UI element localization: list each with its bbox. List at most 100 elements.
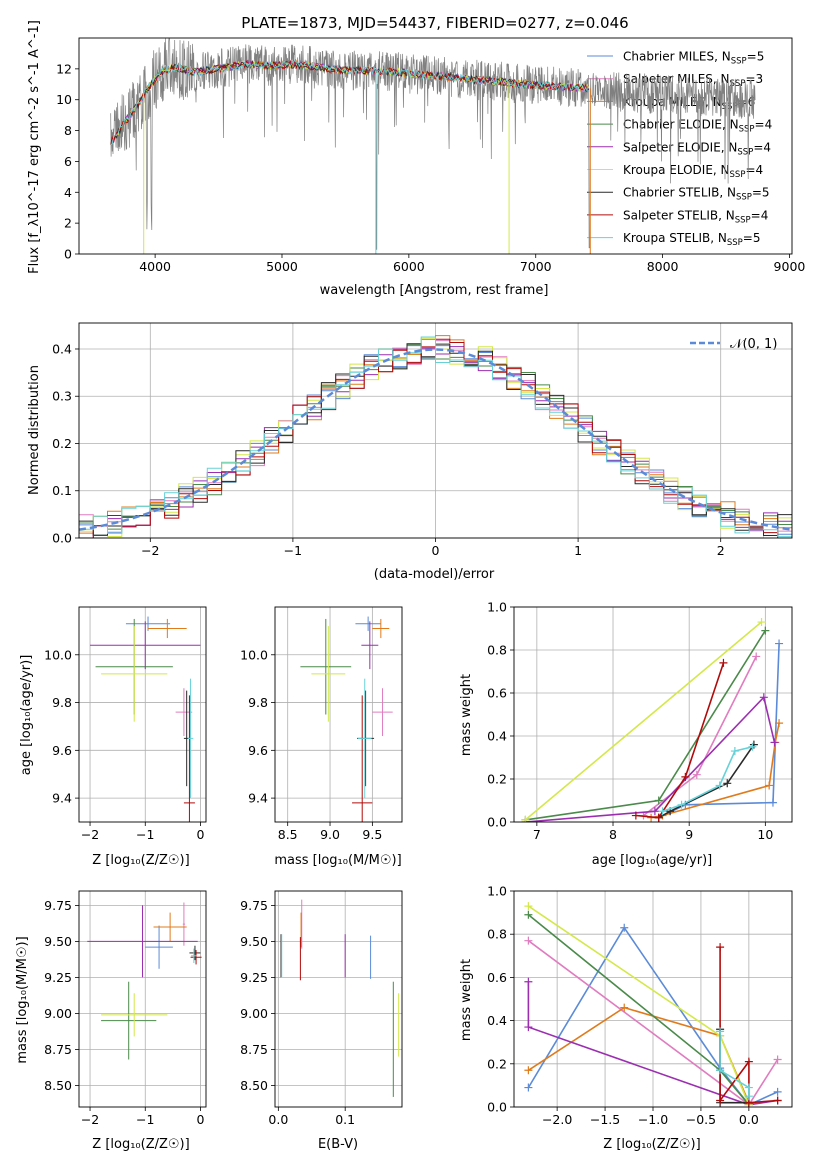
spectrum-legend-subscript: SSP xyxy=(737,147,753,157)
mwage-ylabel: mass weight xyxy=(459,674,474,756)
spectrum-xtick-label: 6000 xyxy=(393,259,425,274)
hist-legend-label: 𝒩(0, 1) xyxy=(730,337,777,352)
mass_vs_ebv-ytick-label: 8.75 xyxy=(240,1042,268,1057)
mass-weight-vs-age-panel: mass weight age [log₁₀(age/yr)] 7 8 9 10 0.0… xyxy=(459,600,793,868)
age-vs-mass-panel: mass [log₁₀(M/M☉)] 8.5 9.0 9.5 9.4 9.6 9.8 10.… xyxy=(240,606,403,868)
spectrum-xtick-label: 4000 xyxy=(139,259,171,274)
mass_weight_vs_Z-ytick-label: 1.0 xyxy=(487,884,507,899)
spectrum-legend-label: Salpeter ELODIE, NSSP=4 xyxy=(623,140,771,157)
mass-weight-marker xyxy=(730,747,739,756)
age_vs_mass-ytick-label: 9.8 xyxy=(248,695,268,710)
mass-weight-marker xyxy=(770,738,779,747)
mass-weight-marker xyxy=(677,800,686,809)
mass-weight-line xyxy=(527,914,750,1106)
mass_weight_vs_age-ytick-label: 0.6 xyxy=(487,686,507,701)
spectrum-legend-label: Salpeter STELIB, NSSP=4 xyxy=(623,208,768,225)
mass_vs_Z-ytick-label: 9.25 xyxy=(44,970,72,985)
massz-xlabel: Z [log₁₀(Z/Z☉)] xyxy=(92,1137,189,1152)
residuals-frame xyxy=(78,322,793,539)
mass-weight-marker xyxy=(620,923,629,932)
mass-weight-marker xyxy=(773,1096,782,1105)
mass-weight-marker xyxy=(524,977,533,986)
age-vs-metallicity-panel: age [log₁₀(age/yr)] Z [log₁₀(Z/Z☉)] −2 −1… xyxy=(19,606,207,868)
mass-weight-marker xyxy=(681,772,690,781)
mass-vs-metallicity-panel: mass [log₁₀(M/M☉)] Z [log₁₀(Z/Z☉)] −2 −1 0… xyxy=(15,890,207,1152)
mass_vs_ebv-xtick-label: 0.0 xyxy=(268,1112,288,1127)
spectrum-xtick-label: 7000 xyxy=(520,259,552,274)
spectrum-legend-count: =5 xyxy=(747,50,765,64)
mass-weight-marker xyxy=(752,652,761,661)
mass-weight-marker xyxy=(773,1087,782,1096)
mass-weight-marker xyxy=(723,779,732,788)
mass-weight-marker xyxy=(715,781,724,790)
mass_weight_vs_age-ytick-label: 0.2 xyxy=(487,772,507,787)
spectrum-legend-count: =3 xyxy=(745,72,763,86)
spectrum-panel: Flux [f_λ10^-17 erg cm^-2 s^-1 A^-1] wav… xyxy=(27,20,805,298)
residuals-ytick-label: 0.3 xyxy=(52,389,72,404)
agez-ylabel: age [log₁₀(age/yr)] xyxy=(19,655,34,776)
age_vs_Z-xtick-label: −2 xyxy=(81,827,99,842)
massebv-xlabel: E(B-V) xyxy=(318,1137,358,1152)
mass-weight-marker xyxy=(650,807,659,816)
mass-vs-ebv-panel: E(B-V) 0.0 0.1 8.50 8.75 9.00 9.25 9.50 9.75 xyxy=(240,890,403,1152)
mass_weight_vs_Z-ytick-label: 0.8 xyxy=(487,927,507,942)
mass-weight-marker xyxy=(524,1083,533,1092)
age_vs_Z-ytick-label: 10.0 xyxy=(44,647,72,662)
residual-histogram-series xyxy=(79,336,792,537)
figure-title: PLATE=1873, MJD=54437, FIBERID=0277, z=0… xyxy=(241,14,628,32)
age_vs_Z-ytick-label: 9.4 xyxy=(52,791,72,806)
mass_vs_Z-frame xyxy=(78,890,207,1108)
hist-xlabel: (data-model)/error xyxy=(374,567,495,582)
mass-weight-marker xyxy=(748,742,757,751)
spectrum-legend-subscript: SSP xyxy=(727,238,743,248)
mass_weight_vs_Z-ytick-label: 0.2 xyxy=(487,1056,507,1071)
mass_weight_vs_Z-xtick-label: −2.0 xyxy=(542,1112,572,1127)
mass_vs_ebv-ytick-label: 9.00 xyxy=(240,1006,268,1021)
massz-ylabel: mass [log₁₀(M/M☉)] xyxy=(15,936,30,1063)
mass-weight-marker xyxy=(744,1057,753,1066)
mass-weight-line xyxy=(524,621,763,821)
spectrum-legend-subscript: SSP xyxy=(730,170,746,180)
residuals-plot-area xyxy=(79,335,792,538)
age_vs_Z-xtick-label: 0 xyxy=(197,827,205,842)
mass_weight_vs_age-xtick-label: 10 xyxy=(757,827,773,842)
age_vs_mass-ytick-label: 9.6 xyxy=(248,743,268,758)
mass_vs_Z-ytick-label: 9.00 xyxy=(44,1006,72,1021)
mass-weight-marker xyxy=(524,936,533,945)
spectrum-legend-label: Chabrier MILES, NSSP=5 xyxy=(623,50,764,67)
mass_vs_ebv-frame xyxy=(274,890,403,1108)
spectrum-ytick-label: 10 xyxy=(56,92,72,107)
mass-weight-marker xyxy=(654,796,663,805)
mass_vs_ebv-xtick-label: 0.1 xyxy=(335,1112,355,1127)
age_vs_mass-ytick-label: 9.4 xyxy=(248,791,268,806)
mass-weight-marker xyxy=(759,693,768,702)
spectrum-legend-count: =4 xyxy=(753,140,771,154)
age_vs_Z-ytick-label: 9.8 xyxy=(52,695,72,710)
spectrum-legend-count: =4 xyxy=(745,163,763,177)
mwz-ylabel: mass weight xyxy=(459,959,474,1041)
spectrum-ytick-label: 0 xyxy=(64,247,72,262)
residuals-xtick-label: 2 xyxy=(717,543,725,558)
mass_vs_ebv-ytick-label: 8.50 xyxy=(240,1078,268,1093)
mass-weight-line xyxy=(525,630,766,821)
mass-weight-marker xyxy=(524,1066,533,1075)
mass-weight-line xyxy=(527,905,750,1106)
mass_vs_Z-xtick-label: −1 xyxy=(136,1112,154,1127)
residuals-xtick-label: 1 xyxy=(574,543,582,558)
mass-weight-marker xyxy=(775,719,784,728)
mass_weight_vs_Z-ytick-label: 0.6 xyxy=(487,970,507,985)
mass-weight-line xyxy=(525,695,776,822)
spectrum-xtick-label: 5000 xyxy=(266,259,298,274)
mass-weight-marker xyxy=(524,902,533,911)
mass-weight-marker xyxy=(692,770,701,779)
residuals-xtick-label: −1 xyxy=(284,543,302,558)
spectrum-legend-count: =5 xyxy=(743,231,761,245)
mass-weight-marker xyxy=(620,1003,629,1012)
mass-weight-marker xyxy=(757,618,766,627)
mass-weight-vs-metallicity-panel: mass weight Z [log₁₀(Z/Z☉)] −2.0 −1.5 −1.0… xyxy=(459,884,793,1152)
spectrum-legend-subscript: SSP xyxy=(731,57,747,67)
mass-weight-marker xyxy=(773,1055,782,1064)
spectrum-plot-area xyxy=(110,38,756,254)
spectrum-ytick-label: 6 xyxy=(64,154,72,169)
age_vs_mass-plot-area xyxy=(300,616,393,822)
